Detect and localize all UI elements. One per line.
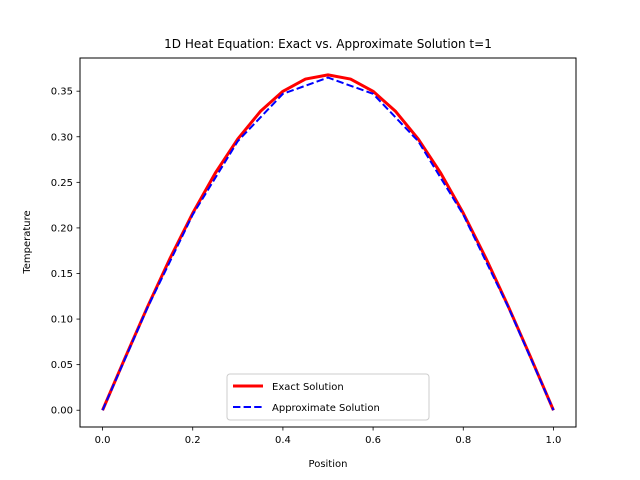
y-tick-label: 0.05 (51, 360, 73, 371)
y-tick-label: 0.30 (51, 132, 73, 143)
x-tick-label: 0.2 (185, 435, 201, 446)
y-tick-label: 0.15 (51, 269, 73, 280)
y-tick-label: 0.00 (51, 406, 73, 417)
y-axis-label: Temperature (22, 210, 33, 274)
x-tick-label: 1.0 (546, 435, 562, 446)
y-tick-label: 0.25 (51, 178, 73, 189)
x-axis-label: Position (309, 459, 348, 470)
plot-lines (101, 73, 555, 411)
x-tick-label: 0.0 (95, 435, 111, 446)
y-tick-label: 0.10 (51, 315, 73, 326)
y-tick-label: 0.20 (51, 223, 73, 234)
x-tick-label: 0.4 (275, 435, 291, 446)
x-tick-label: 0.6 (365, 435, 381, 446)
series-line-exact (101, 73, 555, 411)
x-axis: 0.0 0.2 0.4 0.6 0.8 1.0 (95, 427, 562, 446)
legend-label-exact: Exact Solution (272, 382, 344, 393)
legend-label-approximate: Approximate Solution (272, 403, 380, 414)
y-tick-label: 0.35 (51, 87, 73, 98)
plot-frame (79, 57, 577, 428)
y-axis: 0.00 0.05 0.10 0.15 0.20 0.25 0.30 0.35 (51, 87, 80, 417)
series-line-approximate (101, 76, 555, 411)
legend: Exact Solution Approximate Solution (226, 373, 430, 421)
chart-title: 1D Heat Equation: Exact vs. Approximate … (164, 37, 492, 51)
legend-box (226, 373, 430, 421)
x-tick-label: 0.8 (455, 435, 471, 446)
